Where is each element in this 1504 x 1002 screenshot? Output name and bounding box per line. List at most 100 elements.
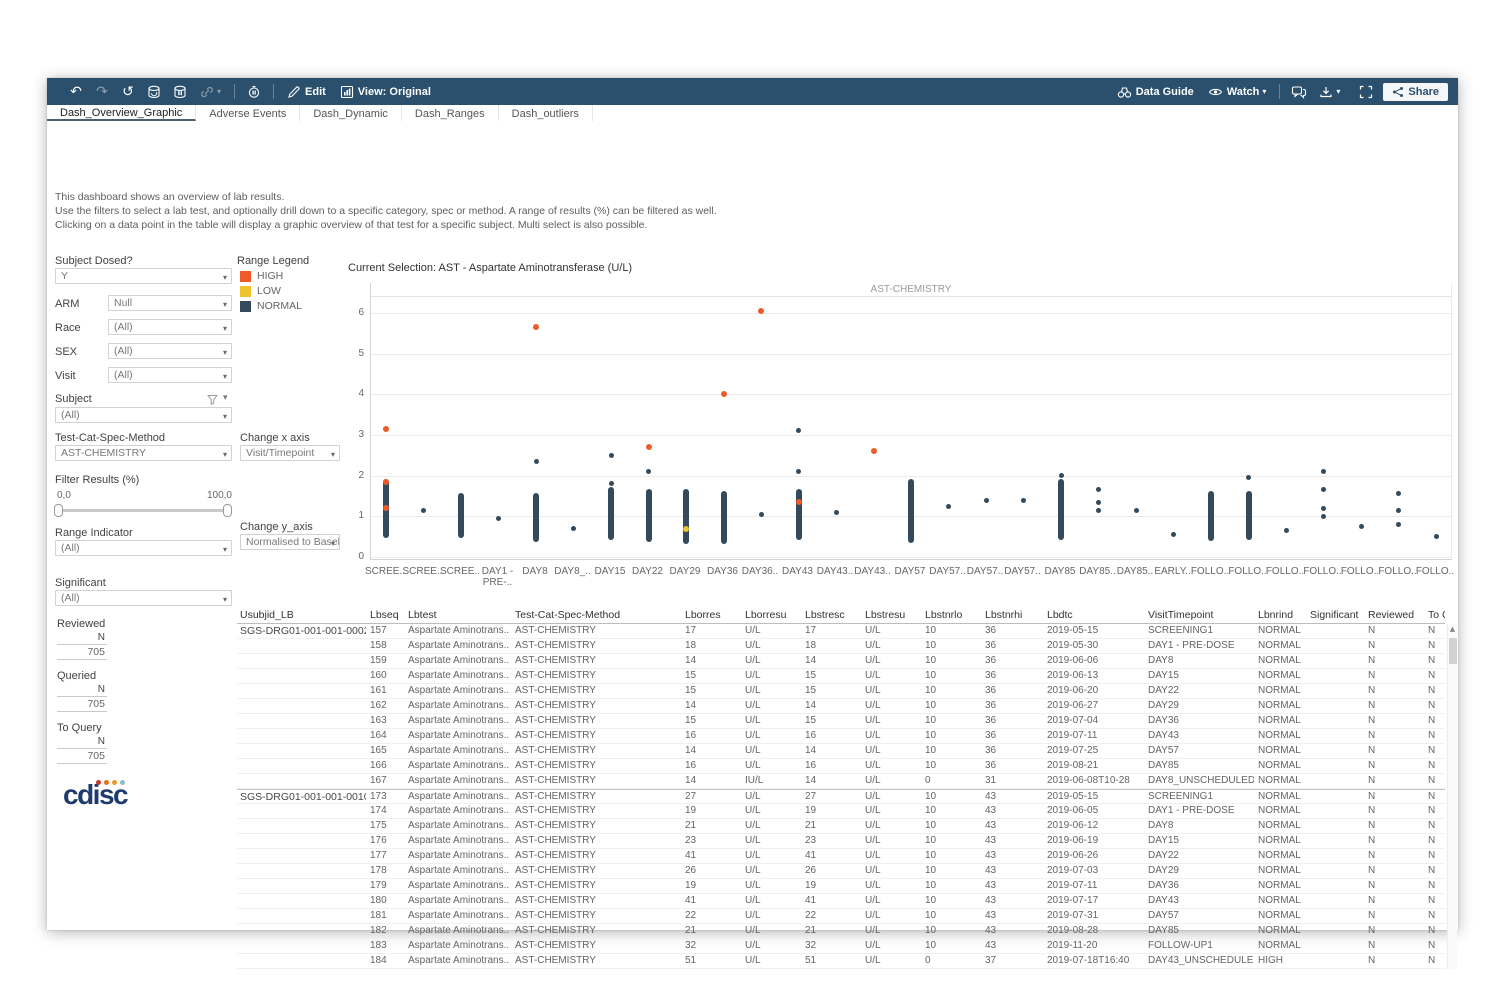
legend-item-high[interactable]: HIGH xyxy=(240,270,283,282)
scatter-point-high[interactable] xyxy=(383,478,389,485)
tab-dash-overview-graphic[interactable]: Dash_Overview_Graphic xyxy=(47,105,197,121)
table-row[interactable]: 181 Aspartate Aminotrans.. AST-CHEMISTRY 22… xyxy=(237,909,1445,924)
table-column-header[interactable]: Lbtest xyxy=(408,609,437,621)
scatter-point-normal[interactable] xyxy=(1321,487,1326,493)
link-dropdown[interactable]: ▾ xyxy=(193,85,228,99)
change-x-axis-select[interactable]: Visit/Timepoint ▾ xyxy=(240,445,340,461)
tab-adverse-events[interactable]: Adverse Events xyxy=(196,105,301,121)
table-row[interactable]: 165 Aspartate Aminotrans.. AST-CHEMISTRY 14… xyxy=(237,744,1445,759)
scatter-point-normal[interactable] xyxy=(496,515,501,521)
scatter-point-normal[interactable] xyxy=(1133,507,1139,513)
table-row[interactable]: 161 Aspartate Aminotrans.. AST-CHEMISTRY 15… xyxy=(237,684,1445,699)
table-column-header[interactable]: Lbstresu xyxy=(865,609,906,621)
scatter-point-high[interactable] xyxy=(383,505,389,512)
table-column-header[interactable]: Usubjid_LB xyxy=(240,609,294,621)
table-vertical-scrollbar[interactable]: ▲ xyxy=(1447,624,1457,969)
scatter-point-cluster[interactable] xyxy=(720,490,727,544)
slider-handle-max[interactable] xyxy=(223,504,232,517)
subject-filter-caret-icon[interactable]: ▾ xyxy=(223,393,228,403)
pause-updates-icon[interactable] xyxy=(167,78,193,105)
arm-select[interactable]: Null ▾ xyxy=(108,295,232,311)
visit-select[interactable]: (All) ▾ xyxy=(108,367,232,383)
scatter-point-normal[interactable] xyxy=(1433,534,1439,540)
table-row[interactable]: 160 Aspartate Aminotrans.. AST-CHEMISTRY 15… xyxy=(237,669,1445,684)
table-column-header[interactable]: Lbstnrhi xyxy=(985,609,1023,621)
scatter-point-cluster[interactable] xyxy=(458,492,464,538)
scatter-point-normal[interactable] xyxy=(796,469,801,475)
redo-icon[interactable]: ↷ xyxy=(96,83,108,100)
table-row[interactable]: 167 Aspartate Aminotrans.. AST-CHEMISTRY 14… xyxy=(237,774,1445,789)
revert-icon[interactable]: ↺ xyxy=(122,83,134,100)
tab-dash-ranges[interactable]: Dash_Ranges xyxy=(402,105,499,121)
table-column-header[interactable]: Lbstresc xyxy=(805,609,845,621)
comments-icon[interactable] xyxy=(1286,78,1312,105)
table-column-header[interactable]: VisitTimepoint xyxy=(1148,609,1214,621)
table-row[interactable]: 162 Aspartate Aminotrans.. AST-CHEMISTRY 14… xyxy=(237,699,1445,714)
scatter-point-cluster[interactable] xyxy=(683,488,689,544)
table-column-header[interactable]: Lbdtc xyxy=(1047,609,1073,621)
scatter-point-normal[interactable] xyxy=(1246,475,1251,481)
scatter-point-cluster[interactable] xyxy=(795,488,802,540)
table-column-header[interactable]: Lborresu xyxy=(745,609,787,621)
slider-handle-min[interactable] xyxy=(54,504,63,517)
scatter-point-normal[interactable] xyxy=(758,511,764,517)
refresh-data-icon[interactable] xyxy=(141,78,167,105)
race-select[interactable]: (All) ▾ xyxy=(108,319,232,335)
table-row[interactable]: SGS-DRG01-001-001-0010 173 Aspartate Amino… xyxy=(237,789,1445,804)
scatter-point-normal[interactable] xyxy=(796,428,801,434)
scatter-point-normal[interactable] xyxy=(608,452,614,458)
table-row[interactable]: 177 Aspartate Aminotrans.. AST-CHEMISTRY 41… xyxy=(237,849,1445,864)
table-row[interactable]: 164 Aspartate Aminotrans.. AST-CHEMISTRY 16… xyxy=(237,729,1445,744)
table-column-header[interactable]: Reviewed xyxy=(1368,609,1415,621)
scatter-point-normal[interactable] xyxy=(1058,473,1064,479)
table-column-header[interactable]: Lbseq xyxy=(370,609,399,621)
scatter-point-normal[interactable] xyxy=(1096,507,1101,513)
edit-button[interactable]: Edit xyxy=(280,85,333,99)
table-column-header[interactable]: Lbstnrlo xyxy=(925,609,963,621)
table-row[interactable]: 183 Aspartate Aminotrans.. AST-CHEMISTRY 32… xyxy=(237,939,1445,954)
scatter-point-normal[interactable] xyxy=(833,509,839,515)
scatter-point-normal[interactable] xyxy=(1321,469,1326,475)
alerts-icon[interactable] xyxy=(241,78,267,105)
scatter-point-normal[interactable] xyxy=(1096,499,1101,505)
scrollbar-thumb[interactable] xyxy=(1449,638,1457,664)
table-row[interactable]: 175 Aspartate Aminotrans.. AST-CHEMISTRY 21… xyxy=(237,819,1445,834)
legend-item-low[interactable]: LOW xyxy=(240,285,281,297)
scatter-point-high[interactable] xyxy=(758,307,764,314)
scatter-point-high[interactable] xyxy=(383,425,389,432)
table-row[interactable]: 174 Aspartate Aminotrans.. AST-CHEMISTRY 19… xyxy=(237,804,1445,819)
scatter-point-normal[interactable] xyxy=(983,497,989,503)
legend-item-normal[interactable]: NORMAL xyxy=(240,300,302,312)
scatter-point-high[interactable] xyxy=(870,448,877,455)
table-row[interactable]: 176 Aspartate Aminotrans.. AST-CHEMISTRY 23… xyxy=(237,834,1445,849)
scatter-point-normal[interactable] xyxy=(571,526,576,532)
scatter-point-normal[interactable] xyxy=(946,503,951,509)
table-row[interactable]: 159 Aspartate Aminotrans.. AST-CHEMISTRY 14… xyxy=(237,654,1445,669)
scatter-point-cluster[interactable] xyxy=(908,478,914,543)
scatter-point-low[interactable] xyxy=(683,525,689,532)
scatter-point-high[interactable] xyxy=(645,444,652,451)
scatter-point-cluster[interactable] xyxy=(1058,478,1064,540)
change-y-axis-select[interactable]: Normalised to Basel... ▾ xyxy=(240,534,340,550)
scatter-point-normal[interactable] xyxy=(1358,523,1364,529)
scatter-point-normal[interactable] xyxy=(1396,491,1401,497)
fullscreen-icon[interactable] xyxy=(1353,78,1379,105)
table-row[interactable]: 179 Aspartate Aminotrans.. AST-CHEMISTRY 19… xyxy=(237,879,1445,894)
scatter-point-normal[interactable] xyxy=(1396,507,1401,513)
share-button[interactable]: Share xyxy=(1383,82,1448,101)
filter-results-slider[interactable] xyxy=(54,504,232,517)
significant-select[interactable]: (All) ▾ xyxy=(55,590,232,606)
table-column-header[interactable]: Lborres xyxy=(685,609,721,621)
scatter-point-cluster[interactable] xyxy=(608,486,614,540)
scatter-point-normal[interactable] xyxy=(1096,487,1101,493)
scatter-point-normal[interactable] xyxy=(1321,513,1326,519)
scatter-point-normal[interactable] xyxy=(608,481,614,487)
scatter-point-normal[interactable] xyxy=(646,469,651,475)
subject-dosed-select[interactable]: Y ▾ xyxy=(55,268,232,284)
view-original-button[interactable]: View: Original xyxy=(333,85,438,99)
scrollbar-up-arrow[interactable]: ▲ xyxy=(1449,625,1456,633)
scatter-point-normal[interactable] xyxy=(421,507,426,513)
scatter-point-cluster[interactable] xyxy=(533,492,539,542)
scatter-point-normal[interactable] xyxy=(533,458,539,464)
scatter-point-cluster[interactable] xyxy=(1208,490,1214,541)
